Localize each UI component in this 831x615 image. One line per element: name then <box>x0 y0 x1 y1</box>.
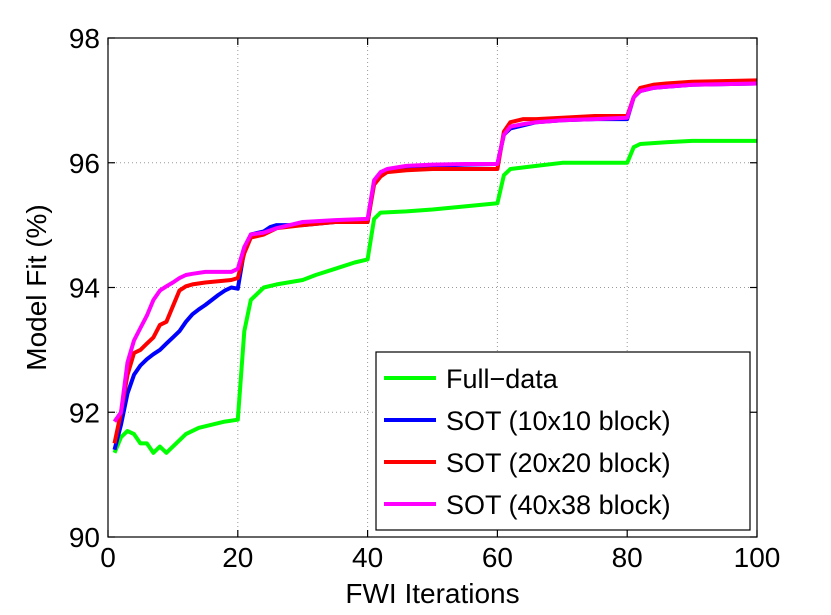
x-tick-label: 100 <box>734 542 781 573</box>
legend-label-sot-10x10: SOT (10x10 block) <box>446 406 671 436</box>
series-line-3 <box>112 81 758 423</box>
x-tick-label: 0 <box>100 542 116 573</box>
x-tick-label: 40 <box>352 542 383 573</box>
series-line-0 <box>112 138 757 455</box>
x-tick-label: 60 <box>482 542 513 573</box>
y-tick-label: 92 <box>69 397 100 428</box>
legend: Full−data SOT (10x10 block) SOT (20x20 b… <box>375 351 751 531</box>
y-axis-title: Model Fit (%) <box>21 204 52 370</box>
axis-ticks <box>107 37 758 538</box>
y-tick-label: 94 <box>69 273 100 304</box>
axis-tick-labels: 0 20 40 60 80 100 90 92 94 96 98 <box>69 23 781 573</box>
x-tick-label: 20 <box>222 542 253 573</box>
y-tick-label: 96 <box>69 148 100 179</box>
legend-label-sot-40x38: SOT (40x38 block) <box>446 490 671 520</box>
series-line-2 <box>112 78 758 444</box>
legend-label-sot-20x20: SOT (20x20 block) <box>446 448 671 478</box>
series-lines <box>112 78 758 455</box>
legend-label-full-data: Full−data <box>446 364 559 394</box>
x-tick-label: 80 <box>612 542 643 573</box>
y-tick-label: 90 <box>69 522 100 553</box>
legend-box <box>375 351 751 531</box>
x-axis-title: FWI Iterations <box>345 578 519 609</box>
y-tick-label: 98 <box>69 23 100 54</box>
